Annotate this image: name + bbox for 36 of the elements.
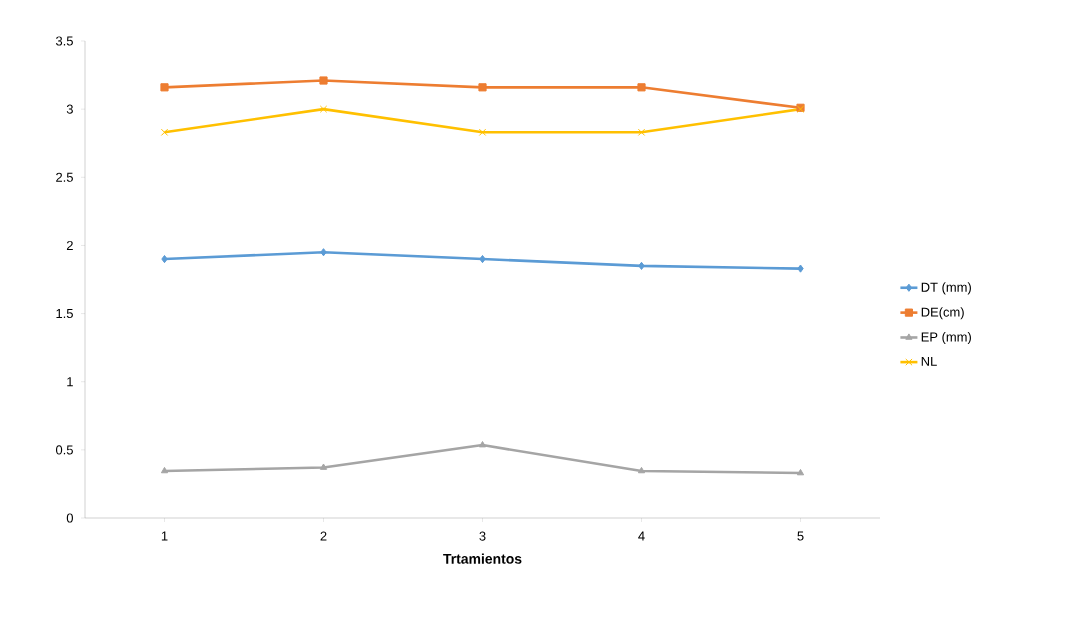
- point: [637, 128, 646, 136]
- y-tick-label: 0.5: [55, 445, 73, 455]
- x-tick-label: 1: [161, 531, 168, 541]
- x-axis-title: Trtamientos: [443, 553, 522, 564]
- y-tick-label: 2: [66, 240, 73, 250]
- point: [319, 76, 328, 85]
- y-tick-label: 3.5: [55, 36, 73, 46]
- point: [478, 441, 487, 448]
- x-tick-label: 5: [797, 531, 804, 541]
- point: [478, 83, 487, 92]
- point: [479, 254, 486, 264]
- point: [638, 261, 645, 270]
- y-tick-label: 1: [67, 377, 73, 387]
- y-tick-label: 3: [66, 104, 73, 114]
- point: [796, 468, 805, 476]
- legend-label: EP (mm): [921, 332, 971, 345]
- legend-label: DT (mm): [921, 282, 971, 295]
- point: [797, 264, 804, 273]
- point: [637, 466, 646, 474]
- x-tick-label: 4: [638, 531, 645, 541]
- y-tick-label: 2.5: [56, 172, 73, 182]
- point: [319, 463, 328, 470]
- point: [637, 83, 646, 92]
- x-tick-label: 3: [479, 531, 486, 541]
- point: [478, 128, 487, 136]
- y-tick-label: 1.5: [56, 309, 73, 319]
- y-tick-label: 0: [66, 513, 73, 523]
- x-tick-label: 2: [320, 531, 327, 541]
- point: [160, 83, 169, 92]
- point: [161, 254, 168, 264]
- legend-label: DE(cm): [921, 307, 964, 320]
- point: [160, 466, 169, 474]
- point: [160, 128, 169, 136]
- point: [320, 248, 327, 257]
- legend-label: NL: [921, 356, 937, 366]
- point: [319, 105, 328, 113]
